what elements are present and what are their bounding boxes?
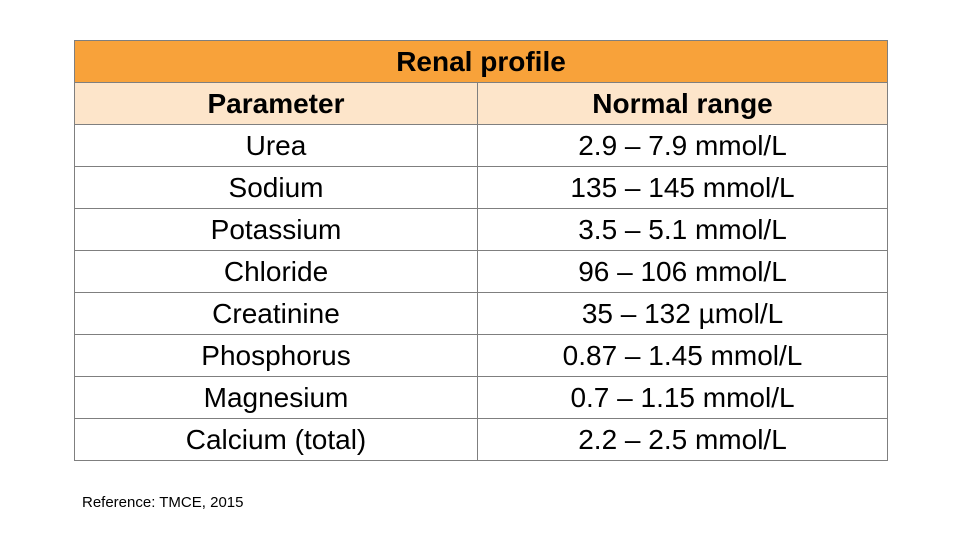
table-row: Sodium 135 – 145 mmol/L [74, 166, 888, 209]
parameter-cell: Potassium [74, 208, 478, 251]
column-header-parameter: Parameter [74, 82, 478, 125]
table-row: Creatinine 35 – 132 µmol/L [74, 292, 888, 335]
column-header-normal-range: Normal range [477, 82, 888, 125]
table-row: Magnesium 0.7 – 1.15 mmol/L [74, 376, 888, 419]
range-cell: 2.2 – 2.5 mmol/L [477, 418, 888, 461]
table-row: Potassium 3.5 – 5.1 mmol/L [74, 208, 888, 251]
renal-profile-table: Renal profile Parameter Normal range Ure… [74, 40, 888, 461]
table-header-row: Parameter Normal range [74, 82, 888, 125]
range-cell: 0.7 – 1.15 mmol/L [477, 376, 888, 419]
parameter-cell: Chloride [74, 250, 478, 293]
range-cell: 3.5 – 5.1 mmol/L [477, 208, 888, 251]
reference-note: Reference: TMCE, 2015 [82, 494, 244, 511]
table-row: Chloride 96 – 106 mmol/L [74, 250, 888, 293]
parameter-cell: Creatinine [74, 292, 478, 335]
table-title: Renal profile [74, 40, 888, 83]
range-cell: 96 – 106 mmol/L [477, 250, 888, 293]
parameter-cell: Calcium (total) [74, 418, 478, 461]
parameter-cell: Magnesium [74, 376, 478, 419]
table-row: Phosphorus 0.87 – 1.45 mmol/L [74, 334, 888, 377]
table-row: Calcium (total) 2.2 – 2.5 mmol/L [74, 418, 888, 461]
parameter-cell: Urea [74, 124, 478, 167]
parameter-cell: Phosphorus [74, 334, 478, 377]
parameter-cell: Sodium [74, 166, 478, 209]
range-cell: 135 – 145 mmol/L [477, 166, 888, 209]
range-cell: 0.87 – 1.45 mmol/L [477, 334, 888, 377]
range-cell: 2.9 – 7.9 mmol/L [477, 124, 888, 167]
range-cell: 35 – 132 µmol/L [477, 292, 888, 335]
table-row: Urea 2.9 – 7.9 mmol/L [74, 124, 888, 167]
table-title-row: Renal profile [74, 40, 888, 83]
